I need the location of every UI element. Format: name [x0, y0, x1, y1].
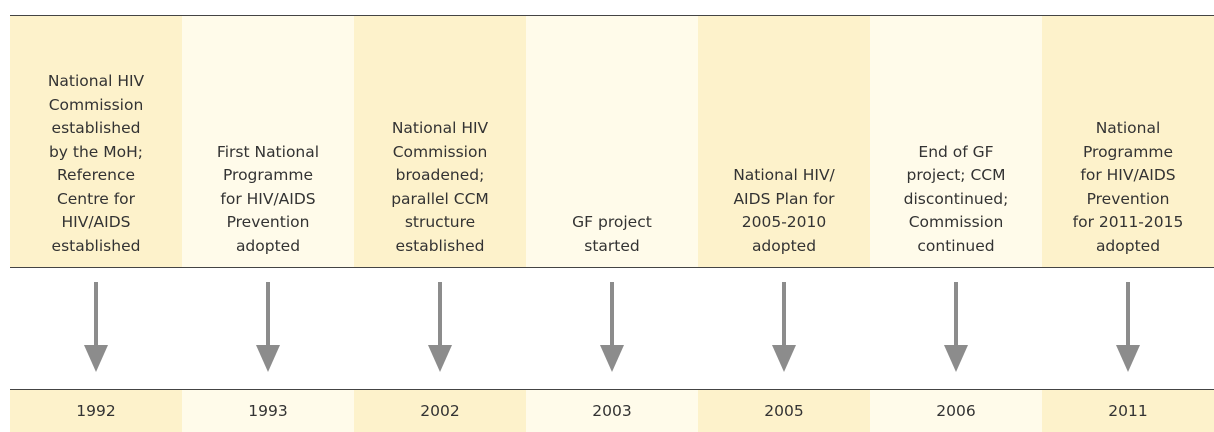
year-label: 2011: [1042, 389, 1214, 432]
event-line: for HIV/AIDS: [1080, 166, 1176, 184]
event-description: National HIV Commission broadened; parallel…: [354, 16, 526, 268]
event-line: First National: [216, 142, 320, 161]
arrow-shaft: [438, 282, 442, 348]
timeline-column: GF project started 2003: [526, 16, 698, 432]
year-label: 1992: [10, 389, 182, 432]
timeline-column: National HIV Commission broadened; parallel…: [354, 16, 526, 432]
event-line: parallel CCM: [391, 189, 489, 208]
arrow-shaft: [954, 282, 958, 348]
year-label: 2002: [354, 389, 526, 432]
year-label: 2006: [870, 389, 1042, 432]
event-description: GF project started: [526, 16, 698, 268]
arrow-head: [1116, 345, 1140, 372]
event-line: National HIV/: [733, 166, 835, 184]
event-line: National HIV: [47, 72, 145, 90]
arrow-area: [1042, 269, 1214, 389]
arrow: [772, 282, 796, 372]
arrow-shaft: [610, 282, 614, 348]
event-line: for 2011-2015: [1072, 213, 1184, 231]
event-description: End of GF project; CCM discontinued; Commis…: [870, 16, 1042, 268]
arrow-head: [600, 345, 624, 372]
arrow: [1116, 282, 1140, 372]
event-line: 2005-2010: [741, 213, 827, 231]
arrow: [84, 282, 108, 372]
event-description: National Programme for HIV/AIDS Prevention f…: [1042, 16, 1214, 268]
event-line: Commission: [392, 142, 488, 161]
arrow-head: [428, 345, 452, 372]
arrow-head: [944, 345, 968, 372]
arrow-area: [870, 269, 1042, 389]
event-line: adopted: [1095, 236, 1161, 255]
arrow: [428, 282, 452, 372]
event-line: for HIV/AIDS: [220, 189, 316, 208]
event-line: National HIV: [391, 119, 489, 137]
arrow-area: [182, 269, 354, 389]
event-description: First National Programme for HIV/AIDS Preve…: [182, 16, 354, 268]
timeline-column: National Programme for HIV/AIDS Prevention f…: [1042, 16, 1214, 432]
event-line: Reference: [56, 166, 136, 184]
year-label: 2003: [526, 389, 698, 432]
event-line: adopted: [235, 236, 301, 255]
event-line: started: [584, 236, 640, 255]
arrow-area: [354, 269, 526, 389]
event-line: structure: [404, 213, 476, 231]
timeline: National HIV Commission established by the …: [10, 15, 1214, 432]
event-line: project; CCM: [906, 166, 1006, 184]
event-description: National HIV Commission established by the …: [10, 16, 182, 268]
event-line: AIDS Plan for: [733, 189, 835, 208]
event-line: GF project: [572, 213, 652, 231]
arrow-area: [10, 269, 182, 389]
timeline-column: End of GF project; CCM discontinued; Commis…: [870, 16, 1042, 432]
arrow: [256, 282, 280, 372]
arrow-shaft: [94, 282, 98, 348]
timeline-column: National HIV Commission established by the …: [10, 16, 182, 432]
event-line: established: [395, 236, 485, 255]
timeline-column: First National Programme for HIV/AIDS Preve…: [182, 16, 354, 432]
event-line: Centre for: [56, 189, 136, 208]
event-line: adopted: [751, 236, 817, 255]
timeline-column: National HIV/AIDS Plan for 2005-2010 adopt…: [698, 16, 870, 432]
event-line: Programme: [222, 166, 314, 184]
arrow-area: [698, 269, 870, 389]
event-line: National: [1095, 119, 1161, 137]
event-line: by the MoH;: [48, 142, 144, 161]
arrow-area: [526, 269, 698, 389]
event-line: discontinued;: [903, 189, 1009, 208]
event-line: broadened;: [395, 166, 485, 184]
arrow-shaft: [782, 282, 786, 348]
event-line: Commission: [908, 213, 1004, 231]
event-line: Prevention: [226, 213, 310, 231]
event-line: Programme: [1082, 142, 1174, 161]
arrow-head: [256, 345, 280, 372]
year-label: 2005: [698, 389, 870, 432]
event-line: Commission: [48, 95, 144, 114]
arrow: [944, 282, 968, 372]
event-line: established: [51, 119, 141, 137]
arrow-shaft: [1126, 282, 1130, 348]
event-line: End of GF: [918, 142, 994, 161]
event-line: established: [51, 236, 141, 255]
arrow-head: [84, 345, 108, 372]
event-line: HIV/AIDS: [61, 213, 131, 231]
event-line: Prevention: [1086, 189, 1170, 208]
year-label: 1993: [182, 389, 354, 432]
arrow-shaft: [266, 282, 270, 348]
arrow: [600, 282, 624, 372]
event-line: continued: [917, 236, 995, 255]
event-description: National HIV/AIDS Plan for 2005-2010 adopt…: [698, 16, 870, 268]
arrow-head: [772, 345, 796, 372]
